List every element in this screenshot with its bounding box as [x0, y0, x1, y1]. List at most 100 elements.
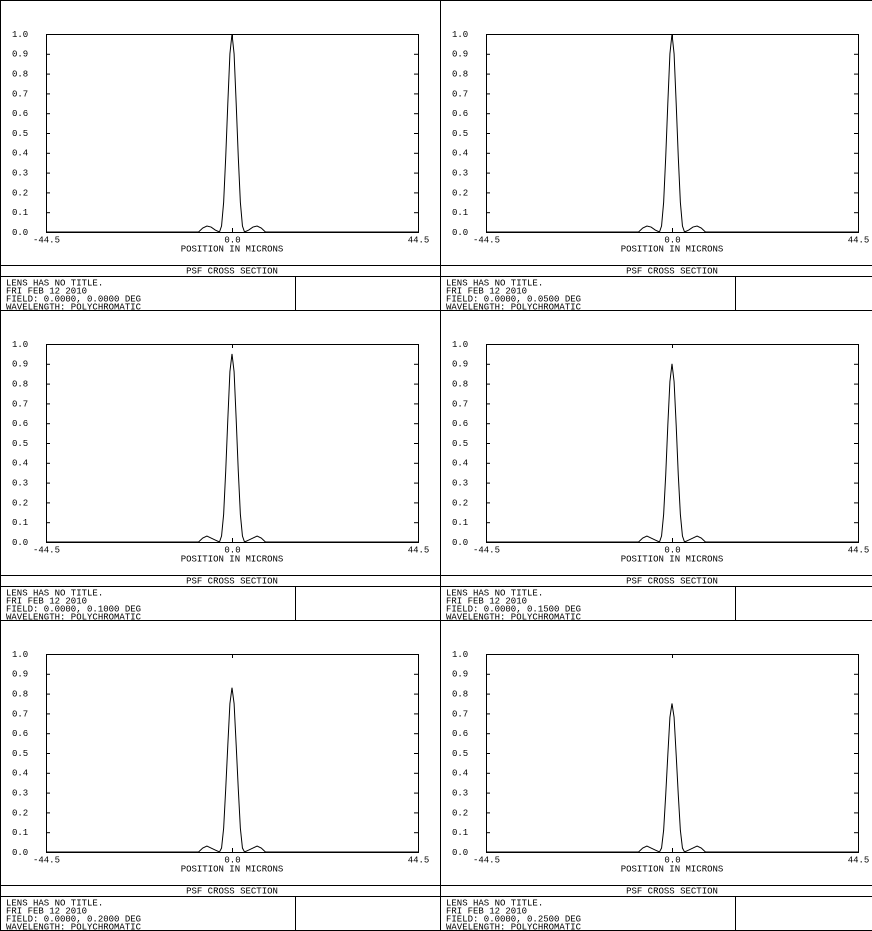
- x-tick-label: 0.0: [664, 235, 680, 245]
- plot-frame: [486, 34, 859, 233]
- x-axis-label: POSITION IN MICRONS: [181, 864, 284, 874]
- x-tick-label: 44.5: [848, 235, 870, 245]
- y-tick-label: 0.5: [452, 439, 468, 449]
- x-tick-label: 0.0: [224, 545, 240, 555]
- plot-frame: [486, 344, 859, 543]
- y-tick-label: 0.8: [452, 69, 468, 79]
- y-tick-label: 0.3: [12, 788, 28, 798]
- y-tick-label: 0.9: [12, 50, 28, 60]
- plot-frame: [46, 344, 419, 543]
- y-tick-label: 1.0: [12, 340, 28, 350]
- y-tick-label: 0.6: [452, 109, 468, 119]
- x-tick-label: -44.5: [33, 545, 60, 555]
- y-tick-label: 0.0: [452, 848, 468, 858]
- x-tick-label: 44.5: [408, 855, 430, 865]
- info-line: LENS HAS NO TITLE.: [6, 278, 103, 288]
- y-tick-label: 0.2: [12, 188, 28, 198]
- y-tick-label: 0.3: [12, 478, 28, 488]
- y-tick-label: 1.0: [452, 30, 468, 40]
- y-tick-label: 0.8: [452, 689, 468, 699]
- plot-frame: [46, 654, 419, 853]
- chart-title: PSF CROSS SECTION: [626, 266, 718, 276]
- y-tick-label: 0.3: [12, 168, 28, 178]
- y-tick-label: 0.0: [452, 538, 468, 548]
- info-line: FRI FEB 12 2010: [446, 596, 527, 606]
- y-tick-label: 0.6: [12, 419, 28, 429]
- x-tick-label: 44.5: [408, 545, 430, 555]
- x-tick-label: 44.5: [848, 855, 870, 865]
- y-tick-label: 0.6: [12, 729, 28, 739]
- x-axis-label: POSITION IN MICRONS: [181, 554, 284, 564]
- x-tick-label: 0.0: [664, 545, 680, 555]
- y-tick-label: 0.6: [452, 729, 468, 739]
- info-line: WAVELENGTH: POLYCHROMATIC: [6, 612, 142, 622]
- psf-line: [46, 33, 418, 233]
- info-line: FRI FEB 12 2010: [6, 596, 87, 606]
- y-tick-label: 0.7: [452, 709, 468, 719]
- info-line: WAVELENGTH: POLYCHROMATIC: [6, 302, 142, 312]
- y-tick-label: 0.2: [12, 808, 28, 818]
- info-line: FRI FEB 12 2010: [6, 906, 87, 916]
- y-tick-label: 0.2: [12, 498, 28, 508]
- y-tick-label: 0.6: [12, 109, 28, 119]
- y-tick-label: 1.0: [12, 650, 28, 660]
- y-tick-label: 0.1: [452, 518, 468, 528]
- y-tick-label: 1.0: [452, 340, 468, 350]
- x-tick-label: -44.5: [473, 855, 500, 865]
- y-tick-label: 1.0: [12, 30, 28, 40]
- y-tick-label: 0.7: [12, 89, 28, 99]
- y-tick-label: 0.5: [12, 749, 28, 759]
- y-tick-label: 0.4: [12, 459, 28, 469]
- panel-border: [440, 310, 872, 621]
- x-axis-label: POSITION IN MICRONS: [621, 244, 724, 254]
- info-line: FIELD: 0.0000, 0.1000 DEG: [6, 604, 141, 614]
- psf-line: [486, 363, 858, 543]
- y-tick-label: 0.9: [452, 670, 468, 680]
- info-line: LENS HAS NO TITLE.: [6, 588, 103, 598]
- y-tick-label: 0.8: [452, 379, 468, 389]
- chart-title: PSF CROSS SECTION: [186, 266, 278, 276]
- chart-title: PSF CROSS SECTION: [626, 886, 718, 896]
- info-line: LENS HAS NO TITLE.: [446, 588, 543, 598]
- y-tick-label: 0.1: [12, 208, 28, 218]
- panel-border: [440, 0, 872, 311]
- psf-line: [486, 33, 858, 233]
- y-tick-label: 0.3: [452, 168, 468, 178]
- y-tick-label: 0.7: [452, 89, 468, 99]
- y-tick-label: 0.5: [12, 129, 28, 139]
- panel-border: [0, 0, 441, 311]
- y-tick-label: 0.4: [452, 769, 468, 779]
- x-tick-label: 0.0: [224, 235, 240, 245]
- y-tick-label: 0.9: [12, 360, 28, 370]
- y-tick-label: 0.2: [452, 188, 468, 198]
- info-line: FIELD: 0.0000, 0.0500 DEG: [446, 294, 581, 304]
- y-tick-label: 0.1: [12, 518, 28, 528]
- y-tick-label: 1.0: [452, 650, 468, 660]
- y-tick-label: 0.9: [452, 50, 468, 60]
- y-tick-label: 0.5: [452, 749, 468, 759]
- y-tick-label: 0.8: [12, 689, 28, 699]
- y-tick-label: 0.8: [12, 69, 28, 79]
- info-line: FIELD: 0.0000, 0.1500 DEG: [446, 604, 581, 614]
- y-tick-label: 0.8: [12, 379, 28, 389]
- y-tick-label: 0.5: [12, 439, 28, 449]
- x-axis-label: POSITION IN MICRONS: [621, 864, 724, 874]
- x-tick-label: -44.5: [33, 855, 60, 865]
- y-tick-label: 0.5: [452, 129, 468, 139]
- info-line: FRI FEB 12 2010: [6, 286, 87, 296]
- y-tick-label: 0.0: [12, 228, 28, 238]
- info-line: WAVELENGTH: POLYCHROMATIC: [446, 302, 582, 312]
- info-line: LENS HAS NO TITLE.: [446, 898, 543, 908]
- y-tick-label: 0.3: [452, 788, 468, 798]
- y-tick-label: 0.4: [452, 459, 468, 469]
- x-tick-label: 0.0: [664, 855, 680, 865]
- plot-frame: [46, 34, 419, 233]
- info-line: WAVELENGTH: POLYCHROMATIC: [446, 612, 582, 622]
- y-tick-label: 0.7: [12, 399, 28, 409]
- x-tick-label: -44.5: [473, 545, 500, 555]
- y-tick-label: 0.0: [12, 848, 28, 858]
- x-axis-label: POSITION IN MICRONS: [621, 554, 724, 564]
- psf-line: [46, 353, 418, 543]
